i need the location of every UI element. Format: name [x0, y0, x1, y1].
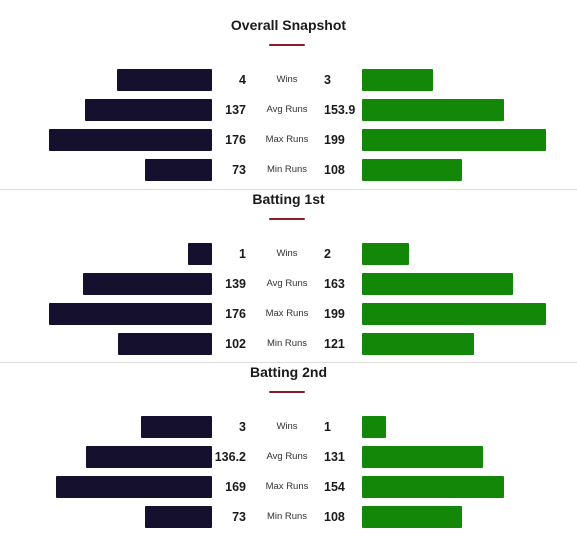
left-team-bar: [188, 243, 212, 265]
left-team-bar: [141, 416, 212, 438]
metric-label: Max Runs: [265, 481, 309, 492]
left-team-bar: [145, 506, 212, 528]
right-team-value: 153.9: [324, 103, 356, 117]
left-team-bar: [49, 129, 212, 151]
stat-row: 1 Wins 2: [0, 243, 577, 265]
right-team-value: 2: [324, 247, 331, 261]
right-team-bar: [362, 446, 483, 468]
stat-row: 176 Max Runs 199: [0, 129, 577, 151]
right-team-value: 131: [324, 450, 345, 464]
section-title-underline: [269, 218, 305, 220]
right-team-bar: [362, 99, 504, 121]
left-team-value: 169: [225, 480, 246, 494]
right-team-bar: [362, 506, 462, 528]
section-title: Batting 1st: [252, 191, 325, 207]
metric-label: Min Runs: [266, 511, 308, 522]
left-team-value: 73: [232, 510, 246, 524]
right-team-bar: [362, 303, 546, 325]
right-team-bar: [362, 159, 462, 181]
left-team-value: 139: [225, 277, 246, 291]
right-team-value: 108: [324, 510, 345, 524]
chart-section: Batting 2nd 3 Wins 1 136.2 Avg Runs 131 169 Max …: [0, 347, 577, 528]
metric-label: Min Runs: [266, 164, 308, 175]
right-team-bar: [362, 129, 546, 151]
left-team-value: 176: [225, 307, 246, 321]
stat-row: 169 Max Runs 154: [0, 476, 577, 498]
left-team-value: 102: [225, 337, 246, 351]
section-divider: [0, 362, 577, 363]
left-team-bar: [117, 69, 212, 91]
right-team-value: 199: [324, 307, 345, 321]
left-team-bar: [56, 476, 212, 498]
metric-label: Avg Runs: [266, 278, 308, 289]
section-title: Overall Snapshot: [230, 17, 347, 33]
left-team-bar: [85, 99, 212, 121]
right-team-value: 121: [324, 337, 345, 351]
stat-row: 4 Wins 3: [0, 69, 577, 91]
right-team-value: 108: [324, 163, 345, 177]
right-team-bar: [362, 243, 409, 265]
stat-row: 176 Max Runs 199: [0, 303, 577, 325]
section-title: Batting 2nd: [250, 364, 327, 380]
left-team-value: 137: [225, 103, 246, 117]
metric-label: Max Runs: [265, 134, 309, 145]
right-team-bar: [362, 333, 474, 355]
section-title-underline: [269, 44, 305, 46]
stat-row: 3 Wins 1: [0, 416, 577, 438]
left-team-value: 73: [232, 163, 246, 177]
section-divider: [0, 189, 577, 190]
right-team-value: 199: [324, 133, 345, 147]
chart-section: Batting 1st 1 Wins 2 139 Avg Runs 163 176 Max Ru…: [0, 174, 577, 355]
left-team-value: 176: [225, 133, 246, 147]
left-team-value: 1: [239, 247, 246, 261]
right-team-value: 154: [324, 480, 345, 494]
stat-row: 139 Avg Runs 163: [0, 273, 577, 295]
right-team-bar: [362, 476, 504, 498]
right-team-bar: [362, 69, 433, 91]
metric-label: Avg Runs: [266, 104, 308, 115]
left-team-bar: [83, 273, 212, 295]
left-team-value: 3: [239, 420, 246, 434]
left-team-bar: [86, 446, 212, 468]
left-team-bar: [145, 159, 212, 181]
stat-row: 102 Min Runs 121: [0, 333, 577, 355]
right-team-bar: [362, 416, 386, 438]
section-title-underline: [269, 391, 305, 393]
metric-label: Min Runs: [266, 338, 308, 349]
metric-label: Max Runs: [265, 308, 309, 319]
chart-section: Overall Snapshot 4 Wins 3 137 Avg Runs 153.9 17…: [0, 0, 577, 181]
left-team-value: 136.2: [214, 450, 246, 464]
stat-row: 73 Min Runs 108: [0, 159, 577, 181]
right-team-value: 1: [324, 420, 331, 434]
metric-label: Avg Runs: [266, 451, 308, 462]
left-team-bar: [118, 333, 212, 355]
stat-row: 73 Min Runs 108: [0, 506, 577, 528]
stat-row: 136.2 Avg Runs 131: [0, 446, 577, 468]
left-team-bar: [49, 303, 212, 325]
left-team-value: 4: [239, 73, 246, 87]
right-team-value: 163: [324, 277, 345, 291]
right-team-value: 3: [324, 73, 331, 87]
metric-label: Wins: [276, 421, 298, 432]
metric-label: Wins: [276, 74, 298, 85]
metric-label: Wins: [276, 248, 298, 259]
stat-row: 137 Avg Runs 153.9: [0, 99, 577, 121]
right-team-bar: [362, 273, 513, 295]
